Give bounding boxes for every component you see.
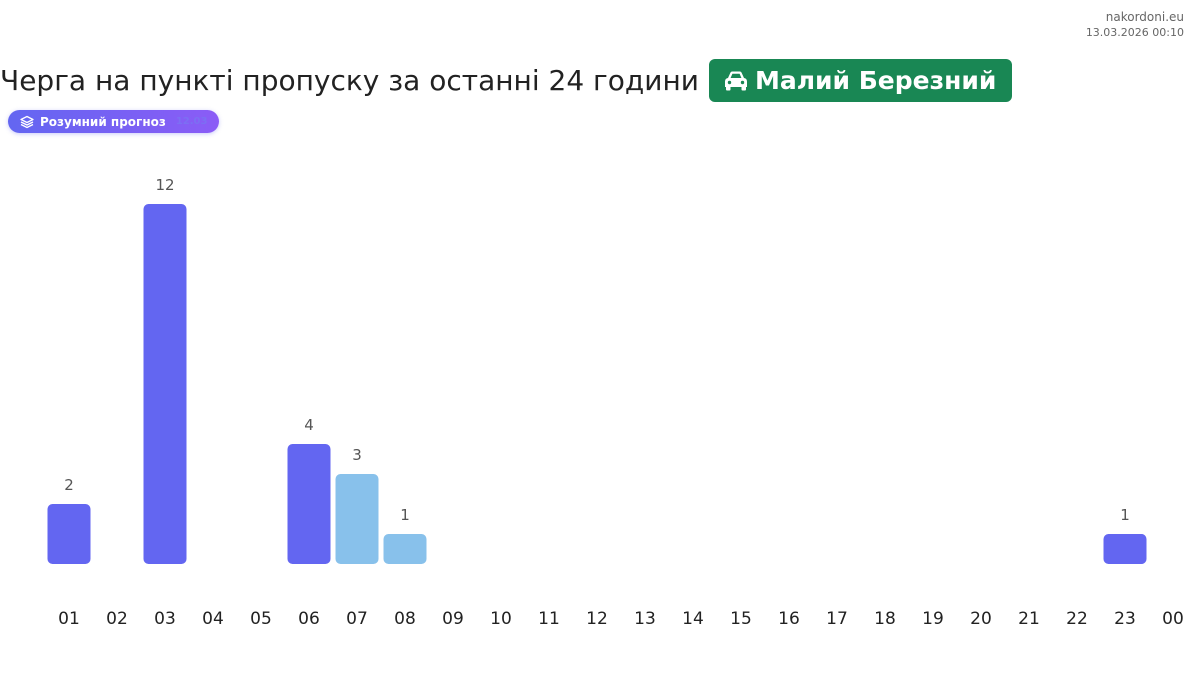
car-icon: [723, 70, 749, 92]
x-tick-label-10: 10: [490, 609, 512, 629]
bar-06: [287, 444, 331, 564]
x-tick-label-15: 15: [730, 609, 752, 629]
x-tick-label-03: 03: [154, 609, 176, 629]
page-title: Черга на пункті пропуску за останні 24 г…: [0, 64, 699, 97]
x-tick-label-04: 04: [202, 609, 224, 629]
forecast-label: Розумний прогноз: [40, 114, 166, 129]
bar-01: [47, 504, 91, 564]
x-tick-label-22: 22: [1066, 609, 1088, 629]
x-tick-label-19: 19: [922, 609, 944, 629]
x-tick-label-09: 09: [442, 609, 464, 629]
bar-value-label-07: 3: [352, 446, 362, 464]
bar-value-label-08: 1: [400, 506, 410, 524]
x-tick-label-12: 12: [586, 609, 608, 629]
bar-value-label-06: 4: [304, 416, 314, 434]
x-tick-label-23: 23: [1114, 609, 1136, 629]
bar-value-label-01: 2: [64, 476, 74, 494]
x-tick-label-06: 06: [298, 609, 320, 629]
site-credit: nakordoni.eu 13.03.2026 00:10: [1086, 10, 1184, 41]
bar-23: [1103, 534, 1147, 564]
x-tick-label-21: 21: [1018, 609, 1040, 629]
bar-value-label-23: 1: [1120, 506, 1130, 524]
crossing-badge: Малий Березний: [708, 59, 1013, 102]
forecast-date-badge: 12.03: [175, 116, 208, 127]
x-tick-label-08: 08: [394, 609, 416, 629]
site-domain: nakordoni.eu: [1105, 10, 1184, 24]
bar-03: [143, 204, 187, 564]
x-tick-label-20: 20: [970, 609, 992, 629]
crossing-name: Малий Березний: [754, 66, 997, 95]
layers-icon: [20, 115, 34, 129]
forecast-toggle[interactable]: Розумний прогноз 12.03: [8, 110, 220, 133]
x-tick-label-17: 17: [826, 609, 848, 629]
x-tick-label-11: 11: [538, 609, 560, 629]
x-tick-label-05: 05: [250, 609, 272, 629]
x-tick-label-16: 16: [778, 609, 800, 629]
update-timestamp: 13.03.2026 00:10: [1085, 26, 1184, 39]
bar-value-label-03: 12: [155, 176, 174, 194]
x-tick-label-13: 13: [634, 609, 656, 629]
x-tick-label-18: 18: [874, 609, 896, 629]
x-tick-label-14: 14: [682, 609, 704, 629]
x-tick-label-00: 00: [1162, 609, 1184, 629]
x-tick-label-02: 02: [106, 609, 128, 629]
x-tick-label-07: 07: [346, 609, 368, 629]
bar-08: [383, 534, 427, 564]
header: Черга на пункті пропуску за останні 24 г…: [0, 59, 1013, 102]
bar-07: [335, 474, 379, 564]
x-tick-label-01: 01: [58, 609, 80, 629]
